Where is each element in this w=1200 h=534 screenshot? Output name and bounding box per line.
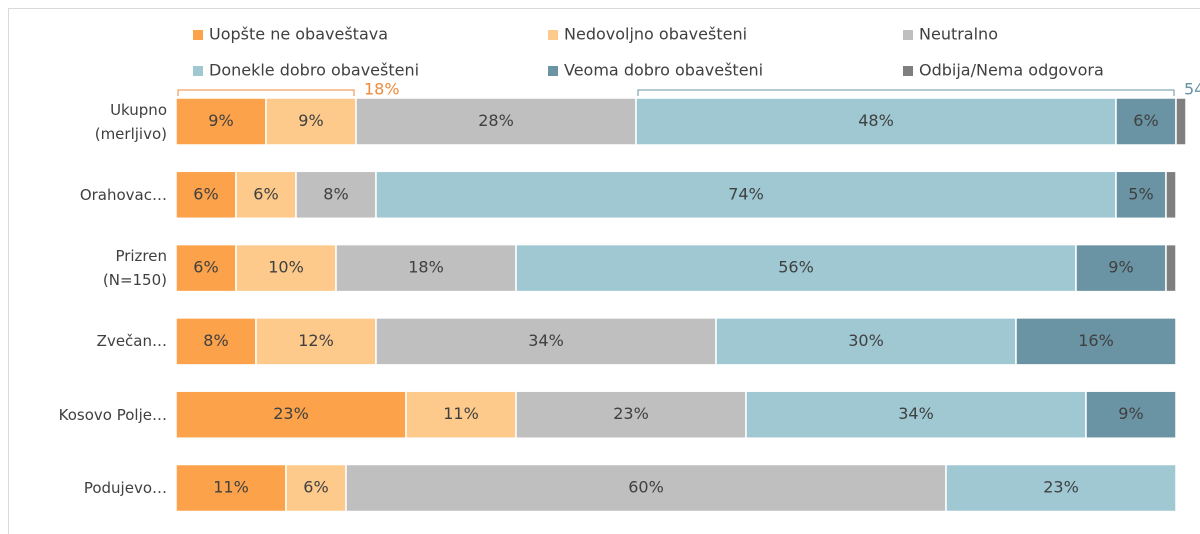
bar-segment <box>515 390 747 439</box>
data-label: 28% <box>478 111 514 130</box>
bar-segment <box>945 463 1177 513</box>
data-label: 9% <box>1118 404 1143 423</box>
data-label: 23% <box>613 404 649 423</box>
data-label: 30% <box>848 331 884 350</box>
bar-segment <box>285 463 347 513</box>
bar-segment <box>1015 317 1177 366</box>
legend-swatch <box>903 66 913 76</box>
bar-segment <box>255 317 377 366</box>
data-label: 6% <box>303 478 328 497</box>
bar-segment <box>635 97 1117 146</box>
data-label: 18% <box>408 258 444 277</box>
y-tick-label: Zvečan… <box>96 332 167 351</box>
data-label: 16% <box>1078 331 1114 350</box>
annotation: 54% <box>1184 80 1200 99</box>
bracket <box>177 89 355 96</box>
bar-segment <box>1085 390 1177 439</box>
bar-segment <box>1115 170 1167 220</box>
y-tick-label: Prizren (N=150) <box>102 247 167 290</box>
data-label: 8% <box>203 331 228 350</box>
data-label: 23% <box>1043 478 1079 497</box>
data-label: 9% <box>298 111 323 130</box>
legend-label: Nedovoljno obavešteni <box>564 25 747 44</box>
bar-segment <box>1075 243 1167 293</box>
bar-segment <box>405 390 517 439</box>
data-label: 34% <box>898 404 934 423</box>
data-label: 34% <box>528 331 564 350</box>
data-label: 11% <box>443 404 479 423</box>
bar-segment <box>375 317 717 366</box>
bar-segment <box>265 97 357 146</box>
bracket <box>637 89 1175 96</box>
legend-label: Veoma dobro obavešteni <box>564 61 763 80</box>
y-tick-label: Podujevo… <box>83 479 167 497</box>
bar-segment <box>175 463 287 513</box>
data-label: 60% <box>628 478 664 497</box>
legend-label: Donekle dobro obavešteni <box>209 61 419 80</box>
bar-segment <box>1165 243 1177 293</box>
data-label: 48% <box>858 111 894 130</box>
data-label: 11% <box>213 478 249 497</box>
y-tick-label: Kosovo Polje… <box>58 405 167 424</box>
bar-segment <box>1165 170 1177 220</box>
data-label: 56% <box>778 258 814 277</box>
data-label: 23% <box>273 404 309 423</box>
legend-swatch <box>193 30 203 40</box>
bar-segment <box>235 243 337 293</box>
bar-segment <box>1175 97 1187 146</box>
data-label: 74% <box>728 184 764 203</box>
bar-segment <box>235 170 297 220</box>
data-label: 10% <box>268 258 304 277</box>
legend-swatch <box>548 30 558 40</box>
data-label: 6% <box>253 184 278 203</box>
bar-segment <box>175 390 407 439</box>
data-label: 9% <box>208 111 233 130</box>
legend-label: Neutralno <box>919 25 998 44</box>
data-label: 6% <box>1133 111 1158 130</box>
legend-swatch <box>193 66 203 76</box>
bar-segment <box>295 170 377 220</box>
legend-swatch <box>548 66 558 76</box>
bar-segment <box>355 97 637 146</box>
bar-segment <box>745 390 1087 439</box>
legend-swatch <box>903 30 913 40</box>
bar-segment <box>515 243 1077 293</box>
data-label: 9% <box>1108 258 1133 277</box>
legend-label: Odbija/Nema odgovora <box>919 61 1104 80</box>
data-label: 6% <box>193 184 218 203</box>
data-label: 6% <box>193 258 218 277</box>
data-label: 8% <box>323 184 348 203</box>
bar-segment <box>375 170 1117 220</box>
annotation: 18% <box>364 80 400 99</box>
bar-segment <box>175 243 237 293</box>
y-tick-label: Ukupno (merljivo) <box>94 100 167 143</box>
y-tick-label: Orahovac… <box>79 185 167 204</box>
bar-segment <box>175 317 257 366</box>
data-label: 12% <box>298 331 334 350</box>
legend-label: Uopšte ne obaveštava <box>209 25 388 44</box>
bar-segment <box>175 170 237 220</box>
data-label: 5% <box>1128 184 1153 203</box>
